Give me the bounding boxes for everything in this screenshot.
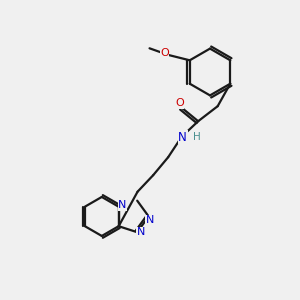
Text: N: N bbox=[118, 200, 127, 210]
Text: N: N bbox=[136, 227, 145, 237]
Text: N: N bbox=[146, 215, 154, 225]
Text: O: O bbox=[160, 48, 169, 58]
Text: H: H bbox=[194, 132, 201, 142]
Text: N: N bbox=[178, 130, 187, 144]
Text: O: O bbox=[175, 98, 184, 109]
